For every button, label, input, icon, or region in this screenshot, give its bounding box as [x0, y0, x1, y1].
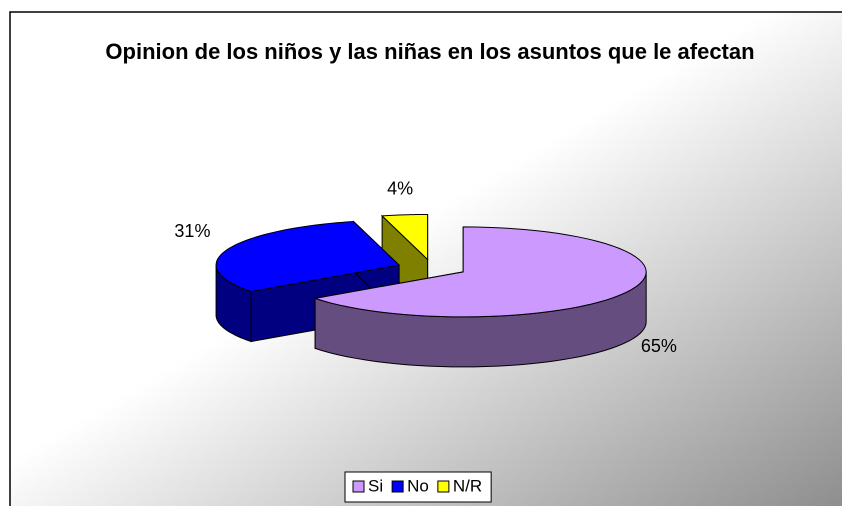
legend-label: Si [368, 476, 383, 495]
legend-swatch [437, 480, 450, 493]
title-box: Opinion de los niños y las niñas en los … [105, 39, 755, 64]
data-label: 4% [387, 178, 413, 198]
legend-swatch [391, 480, 404, 493]
pie [215, 213, 647, 368]
slice-top [314, 226, 647, 318]
legend-frame [344, 471, 492, 503]
slice-top [215, 220, 401, 293]
data-label: 31% [174, 221, 210, 241]
chart-title: Opinion de los niños y las niñas en los … [105, 39, 755, 64]
slice-top [380, 213, 429, 261]
legend-label: No [407, 476, 429, 495]
slice [314, 226, 647, 368]
data-label: 65% [641, 336, 677, 356]
legend-label: N/R [453, 476, 482, 495]
legend-swatch [352, 480, 365, 493]
legend: Si No N/R [344, 471, 492, 503]
